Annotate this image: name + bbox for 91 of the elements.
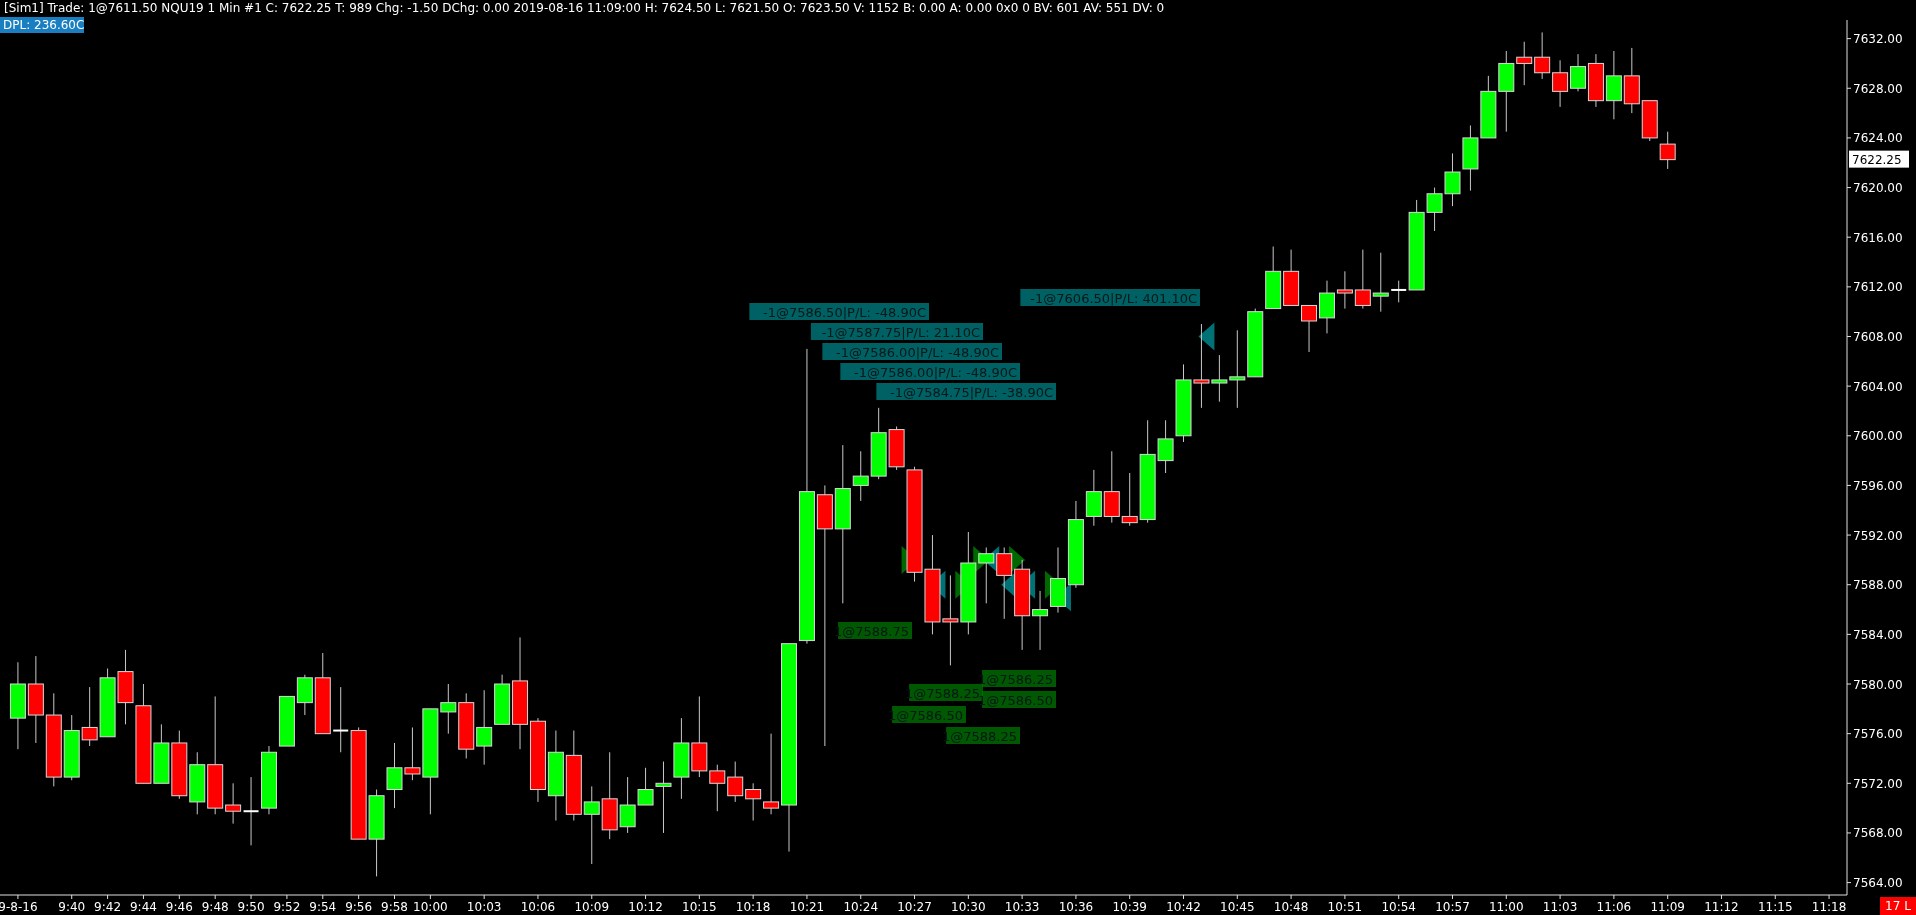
x-tick-label: 9:50 [237,900,265,914]
x-tick-label: 10:24 [843,900,879,914]
x-tick-label: 9:56 [345,900,373,914]
y-tick-label: 7600.00 [1853,429,1903,444]
candlestick [745,782,762,822]
candlestick [225,782,242,825]
x-tick-label: 11:00 [1488,900,1524,914]
x-tick-label: 9:44 [129,900,157,914]
candlestick [1336,270,1353,310]
y-tick-label: 7564.00 [1853,876,1903,891]
y-tick-label: 7584.00 [1853,627,1903,642]
x-tick-label: 10:09 [574,900,610,914]
x-tick-label: 10:39 [1112,900,1148,914]
annotation: -1@7586.50|P/L: -48.90C [762,304,926,320]
x-tick-label: 10:30 [951,900,986,914]
annotation: -1@7584.75|P/L: -38.90C [889,384,1053,400]
y-tick-label: 7580.00 [1853,677,1903,692]
x-tick-label: 11:06 [1596,900,1632,914]
x-tick-label: 10:48 [1273,900,1309,914]
candlestick [1534,31,1551,80]
x-tick-label: 9:52 [273,900,301,914]
x-tick-label: 10:03 [466,900,502,914]
y-tick-label: 7628.00 [1853,81,1903,96]
x-tick-label: 9:48 [201,900,229,914]
candlestick [476,689,493,766]
x-tick-label: 10:45 [1220,900,1255,914]
x-tick-label: 10:18 [735,900,771,914]
y-tick-label: 7576.00 [1853,727,1903,742]
candlestick [709,764,726,812]
text: 7622.25 [1852,153,1902,168]
x-tick-label: 10:51 [1327,900,1363,914]
candlestick [1121,472,1138,527]
candlestick [333,686,349,753]
y-tick-label: 7588.00 [1853,578,1903,593]
x-tick-label: 9-8-16 [0,900,38,914]
candlestick [727,761,744,803]
annotation: -1@7586.00|P/L: -48.90C [853,364,1017,380]
x-tick-label: 10:54 [1381,900,1416,914]
y-tick-label: 7632.00 [1853,32,1903,47]
x-tick-label: 11:18 [1811,900,1847,914]
annotation: -1@7586.00|P/L: -48.90C [835,344,999,360]
x-tick-label: 10:12 [628,900,663,914]
x-tick-label: 10:15 [682,900,717,914]
annotation: -1@7606.50|P/L: 401.10C [1030,290,1197,306]
annotation: -1@7587.75|P/L: 21.10C [821,324,980,340]
y-tick-label: 7620.00 [1853,181,1903,196]
x-tick-label: 9:42 [94,900,122,914]
x-tick-label: 10:57 [1435,900,1470,914]
candlestick [1570,53,1587,92]
candlestick [1659,131,1676,170]
x-tick-label: 9:58 [381,900,408,914]
candlestick [1516,41,1533,86]
x-tick-label: 10:06 [520,900,556,914]
chart-subtitle: DPL: 236.60C [3,18,85,32]
candlestick [1354,249,1371,310]
x-tick-label: 11:09 [1650,900,1685,914]
candlestick [1301,304,1318,353]
candlestick [1032,590,1049,651]
candlestick [978,546,995,604]
candlestick [996,546,1013,620]
chart-title: [Sim1] Trade: 1@7611.50 NQU19 1 Min #1 C: 7622.25 T: 989 Chg: -1.50 DChg: 0.00 2019-08-16 11:09:00 H: 7624.50 L: 7621.50 O: 7623.50 V: 1152 B: 0.00 A: 0.00 0x0 0 BV: 601 AV: 551 DV: 0 [4,1,1165,15]
x-tick-label: 10:27 [897,900,932,914]
candlestick [1391,280,1407,303]
candlestick [763,733,780,815]
x-tick-label: 10:42 [1166,900,1201,914]
y-tick-label: 7616.00 [1853,230,1903,245]
x-tick-label: 11:15 [1757,900,1793,914]
x-tick-label: 11:03 [1542,900,1578,914]
candlestick [852,450,869,502]
x-tick-label: 9:54 [309,900,337,914]
x-tick-label: 10:00 [413,900,448,914]
y-tick-label: 7624.00 [1853,131,1903,146]
x-tick-label: 10:33 [1004,900,1040,914]
candlestick [1552,59,1569,108]
y-tick-label: 7608.00 [1853,329,1903,344]
candlestick [1372,252,1389,313]
y-tick-label: 7596.00 [1853,478,1903,493]
x-tick-label: 10:21 [789,900,825,914]
y-tick-label: 7568.00 [1853,826,1903,841]
candlestick [243,776,259,846]
x-tick-label: 9:40 [58,900,86,914]
y-tick-label: 7572.00 [1853,776,1903,791]
x-tick-label: 10:36 [1058,900,1094,914]
y-tick-label: 7612.00 [1853,280,1903,295]
y-tick-label: 7604.00 [1853,379,1903,394]
y-tick-label: 7592.00 [1853,528,1903,543]
x-tick-label: 9:46 [165,900,193,914]
x-tick-label: 11:12 [1704,900,1739,914]
candlestick [655,761,672,834]
text: 17 L [1885,899,1912,913]
candlestick [583,785,600,865]
